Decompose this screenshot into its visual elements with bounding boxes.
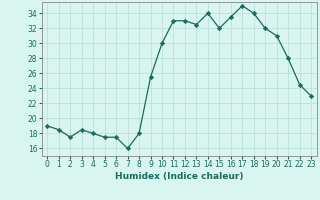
X-axis label: Humidex (Indice chaleur): Humidex (Indice chaleur) <box>115 172 244 181</box>
